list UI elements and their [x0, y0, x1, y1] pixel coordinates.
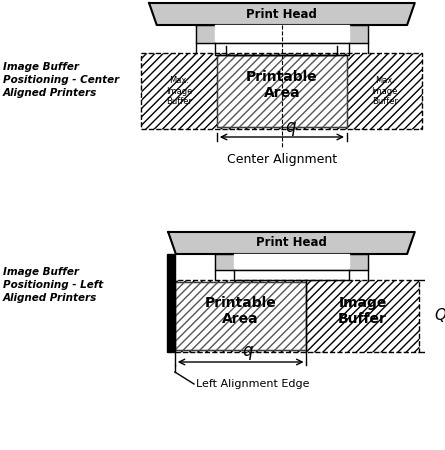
- Text: Max.
Image
Buffer: Max. Image Buffer: [372, 76, 398, 106]
- Bar: [175, 282, 307, 350]
- Text: q: q: [243, 342, 253, 360]
- Text: Image Buffer
Positioning - Left
Aligned Printers: Image Buffer Positioning - Left Aligned …: [3, 267, 103, 303]
- Text: Center Alignment: Center Alignment: [227, 153, 337, 166]
- Text: Printable
Area: Printable Area: [205, 296, 276, 326]
- Polygon shape: [215, 254, 368, 270]
- Text: Image Buffer
Positioning - Center
Aligned Printers: Image Buffer Positioning - Center Aligne…: [3, 62, 119, 98]
- Text: Printable
Area: Printable Area: [246, 70, 318, 100]
- Text: q: q: [286, 118, 296, 136]
- Polygon shape: [149, 3, 415, 25]
- Bar: [142, 53, 422, 129]
- Bar: [217, 55, 347, 127]
- Polygon shape: [196, 25, 368, 43]
- Bar: [175, 282, 307, 350]
- Text: Image
Buffer: Image Buffer: [338, 296, 387, 326]
- Text: Left Alignment Edge: Left Alignment Edge: [196, 379, 309, 389]
- Text: Q: Q: [435, 309, 445, 324]
- Polygon shape: [215, 25, 349, 41]
- Text: Print Head: Print Head: [256, 237, 327, 249]
- Polygon shape: [167, 254, 175, 352]
- Text: Print Head: Print Head: [247, 8, 317, 21]
- Polygon shape: [168, 232, 415, 254]
- Text: Max.
Image
Buffer: Max. Image Buffer: [166, 76, 192, 106]
- Polygon shape: [234, 254, 349, 268]
- Bar: [175, 280, 419, 352]
- Bar: [217, 55, 347, 127]
